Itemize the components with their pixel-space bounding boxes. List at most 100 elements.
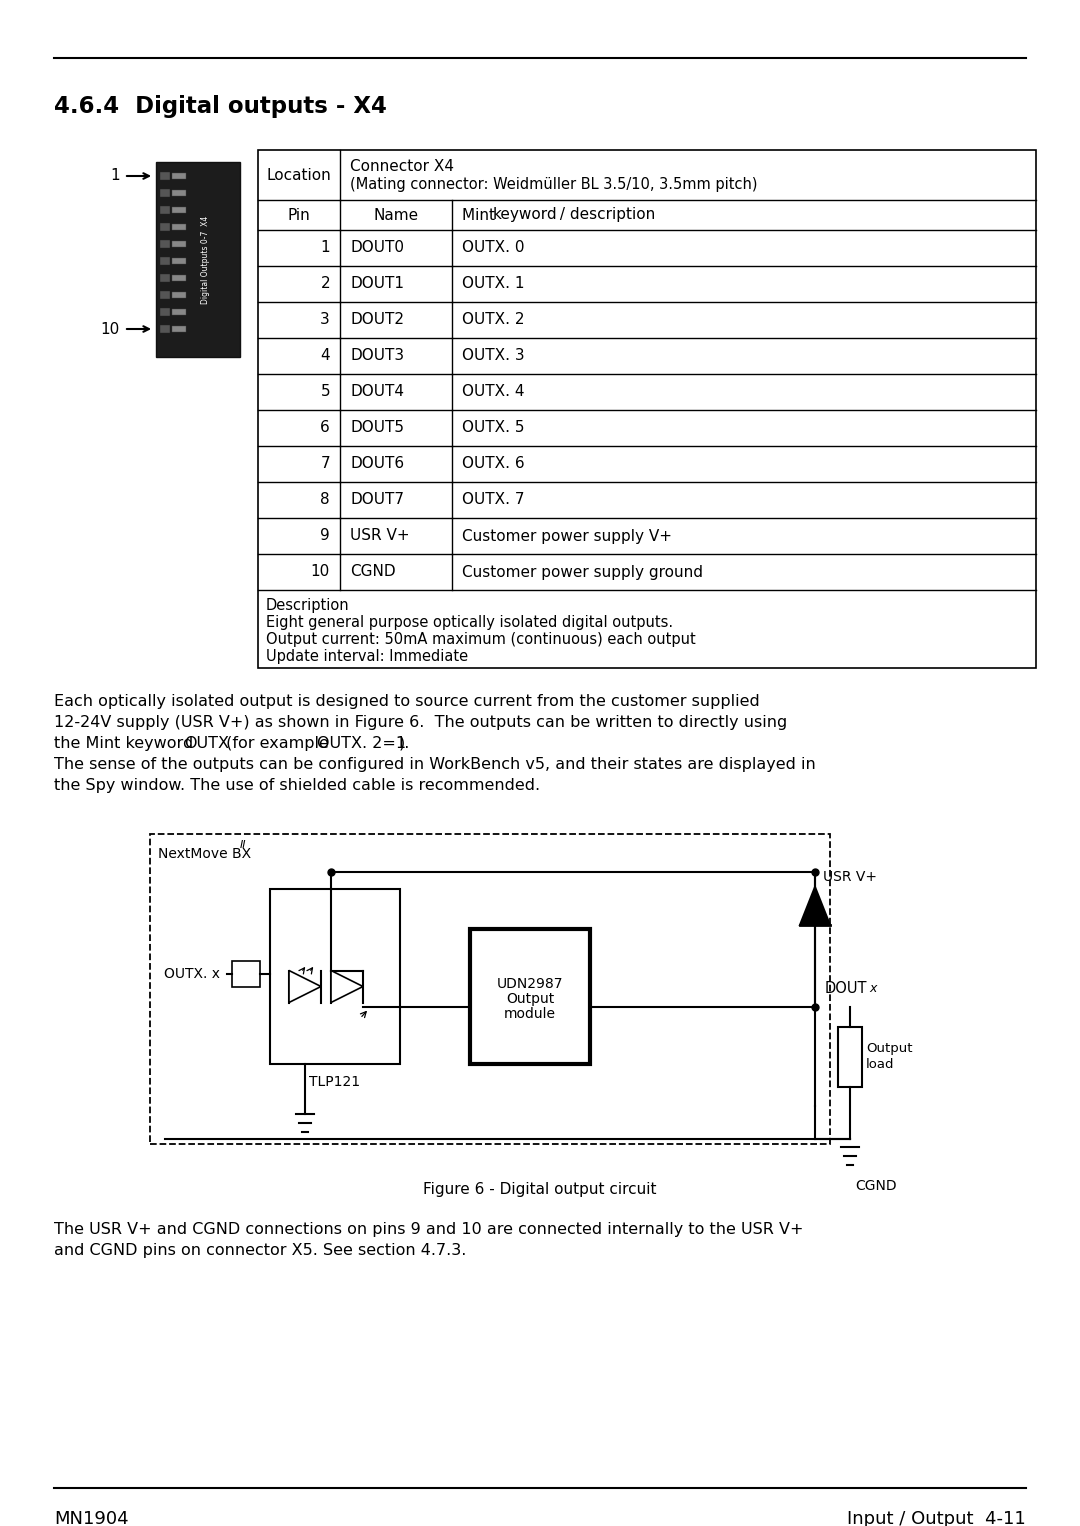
Text: module: module xyxy=(504,1007,556,1021)
Text: Input / Output  4-11: Input / Output 4-11 xyxy=(847,1511,1026,1526)
Bar xyxy=(172,208,186,214)
Bar xyxy=(160,308,170,316)
Text: 5: 5 xyxy=(321,385,330,400)
Bar xyxy=(172,224,186,230)
Bar xyxy=(156,162,240,357)
Text: Digital Outputs 0-7  X4: Digital Outputs 0-7 X4 xyxy=(202,215,211,304)
Bar xyxy=(160,291,170,299)
Bar xyxy=(172,308,186,314)
Text: OUTX. 4: OUTX. 4 xyxy=(462,385,525,400)
Text: 2: 2 xyxy=(321,276,330,291)
Text: OUTX. 0: OUTX. 0 xyxy=(462,241,525,255)
Polygon shape xyxy=(330,971,363,1003)
Bar xyxy=(150,835,831,1144)
Bar xyxy=(838,1027,862,1087)
Bar xyxy=(160,172,170,180)
Text: 10: 10 xyxy=(100,322,120,337)
Text: DOUT6: DOUT6 xyxy=(350,456,404,472)
Text: OUTX. 5: OUTX. 5 xyxy=(462,421,525,435)
Bar xyxy=(470,929,590,1064)
Text: Output: Output xyxy=(505,992,554,1007)
Text: DOUT0: DOUT0 xyxy=(350,241,404,255)
Bar xyxy=(160,206,170,214)
Bar xyxy=(232,961,260,987)
Text: DOUT7: DOUT7 xyxy=(350,493,404,508)
Text: USR V+: USR V+ xyxy=(350,528,409,543)
Text: MN1904: MN1904 xyxy=(54,1511,129,1526)
Text: (Mating connector: Weidmüller BL 3.5/10, 3.5mm pitch): (Mating connector: Weidmüller BL 3.5/10,… xyxy=(350,177,757,192)
Text: OUTX. 1: OUTX. 1 xyxy=(462,276,525,291)
Text: 3: 3 xyxy=(321,313,330,328)
Text: Output current: 50mA maximum (continuous) each output: Output current: 50mA maximum (continuous… xyxy=(266,632,696,647)
Text: 1: 1 xyxy=(110,168,120,183)
Text: keyword: keyword xyxy=(492,208,557,223)
Text: 4.6.4  Digital outputs - X4: 4.6.4 Digital outputs - X4 xyxy=(54,95,387,118)
Text: DOUT1: DOUT1 xyxy=(350,276,404,291)
Text: Customer power supply ground: Customer power supply ground xyxy=(462,565,703,580)
Text: Location: Location xyxy=(267,168,332,183)
Bar xyxy=(172,172,186,179)
Text: and CGND pins on connector X5. See section 4.7.3.: and CGND pins on connector X5. See secti… xyxy=(54,1244,467,1257)
Text: Eight general purpose optically isolated digital outputs.: Eight general purpose optically isolated… xyxy=(266,615,673,630)
Bar xyxy=(172,241,186,247)
Text: Connector X4: Connector X4 xyxy=(350,159,454,174)
Bar xyxy=(258,150,1036,668)
Bar xyxy=(160,275,170,282)
Text: CGND: CGND xyxy=(855,1180,896,1193)
Text: 9: 9 xyxy=(321,528,330,543)
Bar xyxy=(270,890,400,1064)
Text: DOUT4: DOUT4 xyxy=(350,385,404,400)
Text: x: x xyxy=(869,983,876,995)
Text: 1: 1 xyxy=(321,241,330,255)
Text: 10: 10 xyxy=(311,565,330,580)
Text: CGND: CGND xyxy=(350,565,395,580)
Text: 6: 6 xyxy=(321,421,330,435)
Bar xyxy=(160,240,170,249)
Bar xyxy=(160,325,170,333)
Text: The USR V+ and CGND connections on pins 9 and 10 are connected internally to the: The USR V+ and CGND connections on pins … xyxy=(54,1222,804,1238)
Bar xyxy=(160,256,170,266)
Bar xyxy=(172,275,186,281)
Text: 7: 7 xyxy=(321,456,330,472)
Polygon shape xyxy=(800,887,831,925)
Polygon shape xyxy=(289,971,321,1003)
Text: Update interval: Immediate: Update interval: Immediate xyxy=(266,649,468,664)
Bar xyxy=(172,291,186,298)
Text: ).: ). xyxy=(399,736,410,751)
Bar xyxy=(172,327,186,333)
Text: (for example: (for example xyxy=(221,736,334,751)
Text: OUTX. 2: OUTX. 2 xyxy=(462,313,525,328)
Text: OUTX. 3: OUTX. 3 xyxy=(462,348,525,363)
Text: Description: Description xyxy=(266,598,350,613)
Text: OUTX. 6: OUTX. 6 xyxy=(462,456,525,472)
Text: DOUT: DOUT xyxy=(825,981,867,996)
Text: Figure 6 - Digital output circuit: Figure 6 - Digital output circuit xyxy=(423,1183,657,1196)
Text: The sense of the outputs can be configured in WorkBench v5, and their states are: The sense of the outputs can be configur… xyxy=(54,757,815,772)
Text: the Mint keyword: the Mint keyword xyxy=(54,736,199,751)
Text: 4: 4 xyxy=(321,348,330,363)
Text: load: load xyxy=(866,1058,894,1071)
Bar xyxy=(172,191,186,195)
Bar xyxy=(160,189,170,197)
Text: / description: / description xyxy=(555,208,656,223)
Text: 8: 8 xyxy=(321,493,330,508)
Text: Customer power supply V+: Customer power supply V+ xyxy=(462,528,672,543)
Text: USR V+: USR V+ xyxy=(823,870,877,884)
Text: Pin: Pin xyxy=(287,208,310,223)
Text: UDN2987: UDN2987 xyxy=(497,978,564,992)
Text: II: II xyxy=(240,839,246,850)
Text: Each optically isolated output is designed to source current from the customer s: Each optically isolated output is design… xyxy=(54,694,759,710)
Text: Output: Output xyxy=(866,1042,913,1054)
Text: NextMove BX: NextMove BX xyxy=(158,847,252,861)
Text: DOUT3: DOUT3 xyxy=(350,348,404,363)
Text: Mint: Mint xyxy=(462,208,500,223)
Text: OUTX. x: OUTX. x xyxy=(164,967,220,981)
Bar xyxy=(172,258,186,264)
Text: DOUT2: DOUT2 xyxy=(350,313,404,328)
Text: the Spy window. The use of shielded cable is recommended.: the Spy window. The use of shielded cabl… xyxy=(54,778,540,794)
Text: OUTX: OUTX xyxy=(184,736,229,751)
Text: 12-24V supply (USR V+) as shown in Figure 6.  The outputs can be written to dire: 12-24V supply (USR V+) as shown in Figur… xyxy=(54,716,787,729)
Bar xyxy=(160,223,170,230)
Text: DOUT5: DOUT5 xyxy=(350,421,404,435)
Text: Name: Name xyxy=(374,208,419,223)
